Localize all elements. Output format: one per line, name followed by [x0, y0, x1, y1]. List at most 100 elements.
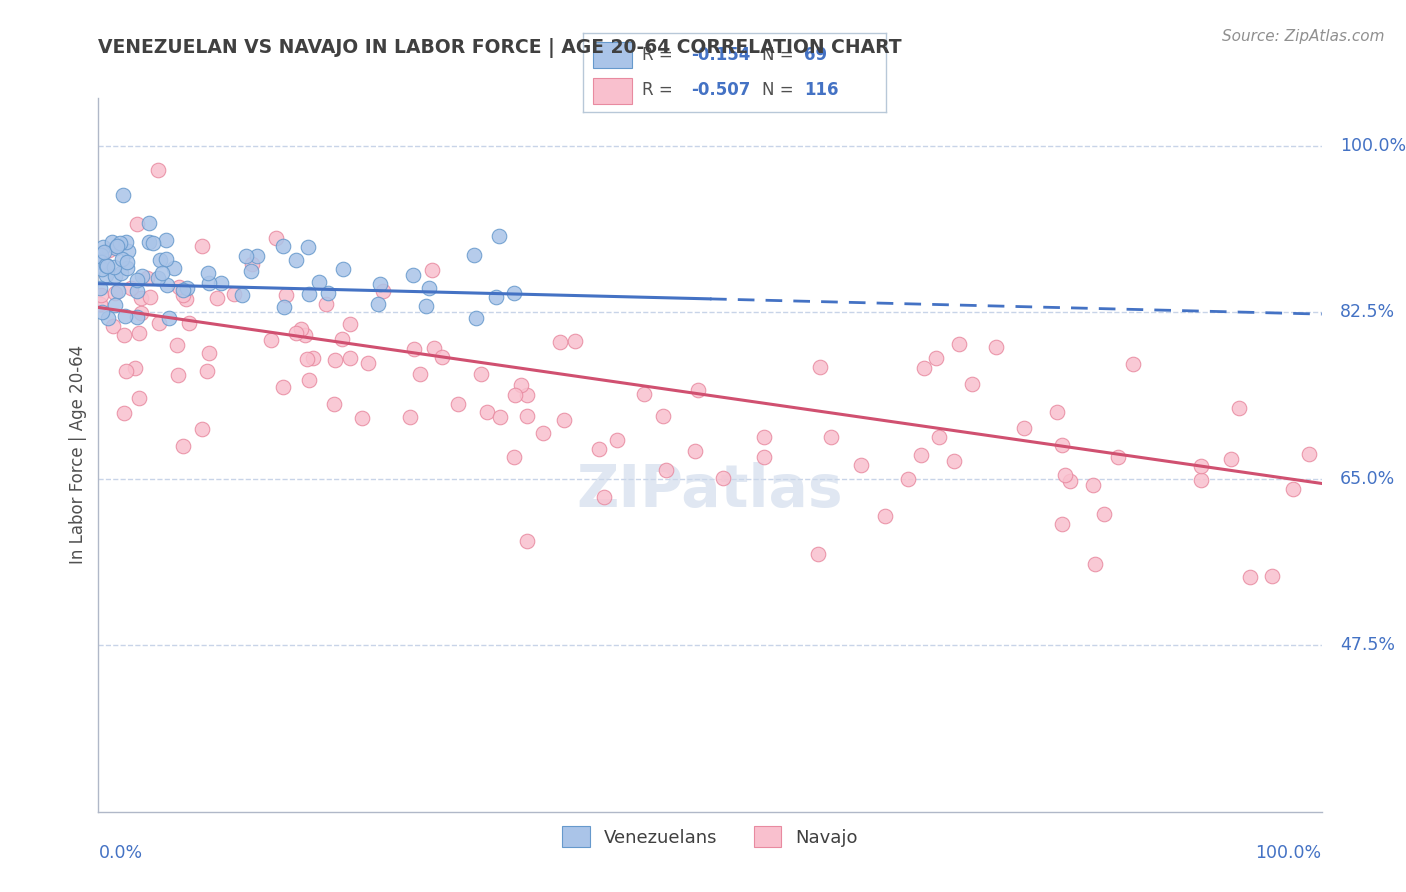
Point	[121, 281, 143, 295]
Point	[128, 326, 150, 340]
Point	[1260, 569, 1282, 583]
Point	[129, 291, 152, 305]
Point	[1045, 405, 1067, 419]
Point	[195, 364, 218, 378]
Point	[1239, 570, 1261, 584]
Point	[240, 264, 263, 278]
Point	[115, 364, 138, 378]
Text: ZIPatlas: ZIPatlas	[576, 462, 844, 519]
Point	[515, 533, 537, 548]
Point	[101, 235, 124, 249]
Point	[103, 285, 125, 300]
Point	[807, 547, 830, 561]
Point	[290, 322, 312, 336]
Point	[588, 442, 610, 457]
Point	[172, 288, 194, 302]
Point	[176, 281, 198, 295]
Point	[142, 236, 165, 251]
Point	[430, 350, 453, 364]
Point	[606, 433, 628, 447]
Point	[503, 286, 526, 301]
Point	[108, 236, 131, 251]
Point	[90, 248, 112, 262]
Point	[515, 388, 537, 402]
Text: 47.5%: 47.5%	[1340, 636, 1395, 654]
Point	[89, 281, 111, 295]
Point	[367, 297, 389, 311]
Point	[166, 368, 188, 383]
Point	[1084, 558, 1107, 572]
Point	[155, 233, 177, 247]
Text: -0.507: -0.507	[690, 81, 751, 99]
Point	[205, 291, 228, 305]
Point	[1052, 438, 1074, 452]
Point	[593, 491, 616, 505]
Point	[284, 252, 307, 267]
Point	[418, 281, 440, 295]
Point	[531, 426, 554, 441]
Point	[485, 289, 508, 303]
Point	[356, 355, 378, 369]
Point	[368, 277, 391, 291]
Point	[197, 266, 219, 280]
Point	[553, 413, 575, 427]
Point	[1227, 401, 1250, 416]
Point	[148, 316, 170, 330]
Point	[91, 240, 114, 254]
Point	[298, 373, 321, 387]
Bar	[592, 42, 631, 68]
Point	[463, 248, 485, 262]
Point	[103, 319, 125, 334]
Point	[231, 288, 253, 302]
Point	[172, 284, 194, 298]
Point	[117, 255, 139, 269]
Text: N =: N =	[762, 81, 799, 99]
Point	[475, 405, 498, 419]
Point	[149, 252, 172, 267]
Point	[332, 262, 354, 277]
Point	[1189, 474, 1212, 488]
Point	[897, 473, 920, 487]
Point	[752, 450, 775, 465]
Point	[371, 285, 394, 299]
Point	[90, 305, 112, 319]
Point	[117, 244, 139, 259]
Point	[447, 397, 470, 411]
Point	[330, 332, 353, 346]
Point	[1012, 420, 1035, 434]
Point	[273, 300, 295, 314]
Point	[655, 463, 678, 477]
Point	[1107, 450, 1129, 464]
Point	[285, 326, 308, 340]
Text: R =: R =	[643, 81, 679, 99]
Point	[465, 310, 488, 325]
Point	[488, 228, 510, 243]
Point	[90, 288, 112, 302]
Point	[503, 387, 526, 401]
Point	[1220, 452, 1243, 467]
Point	[294, 327, 316, 342]
Bar	[592, 78, 631, 103]
Point	[875, 508, 897, 523]
Point	[352, 411, 374, 425]
Point	[97, 310, 120, 325]
Point	[167, 279, 190, 293]
Point	[166, 338, 188, 352]
Point	[752, 430, 775, 444]
Point	[105, 239, 128, 253]
Text: 69: 69	[804, 45, 827, 63]
Point	[129, 306, 152, 320]
Point	[928, 430, 950, 444]
Point	[112, 406, 135, 420]
Point	[423, 341, 446, 355]
Point	[420, 262, 443, 277]
Point	[90, 262, 112, 277]
Point	[179, 316, 201, 330]
Text: -0.154: -0.154	[690, 45, 751, 63]
Point	[564, 334, 586, 348]
Text: 65.0%: 65.0%	[1340, 470, 1395, 488]
Point	[339, 317, 361, 331]
Point	[315, 297, 337, 311]
Point	[409, 367, 432, 381]
Point	[163, 260, 186, 275]
